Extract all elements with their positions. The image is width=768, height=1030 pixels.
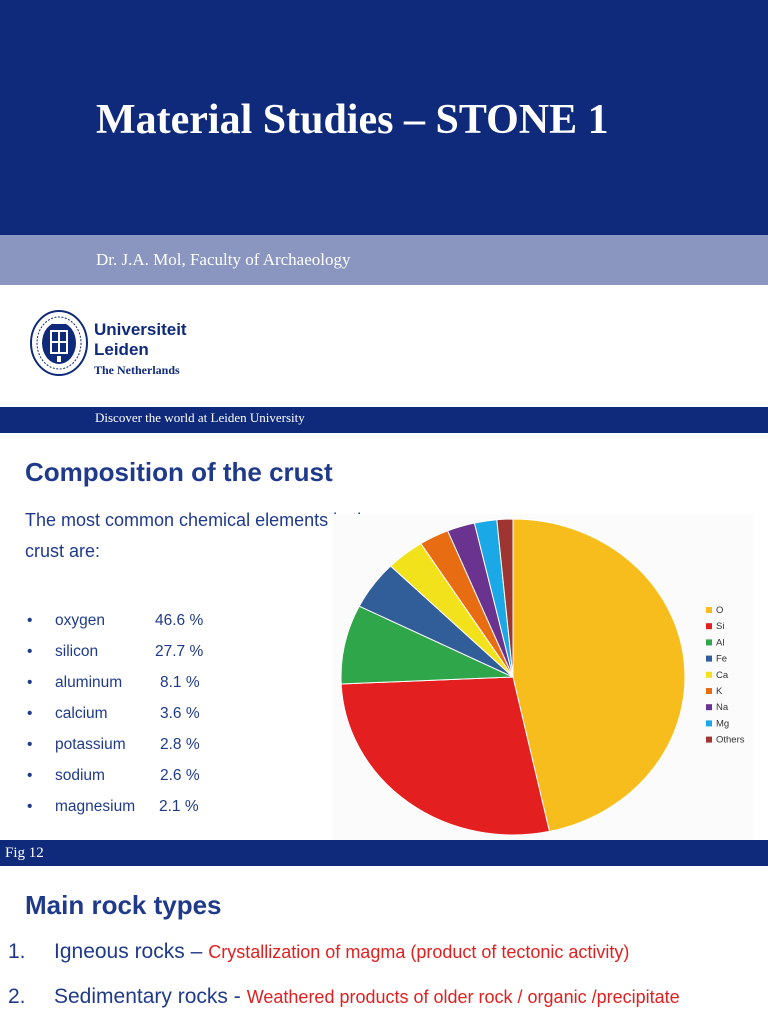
bullet-icon: •	[27, 674, 33, 691]
pie-chart-svg: O Si Al Fe Ca K Na Mg Others	[340, 518, 745, 836]
rock-type-name: Igneous rocks –	[54, 940, 203, 963]
rock-type-line: Igneous rocks – Crystallization of magma …	[54, 940, 629, 964]
figure-band	[0, 840, 768, 866]
rock-type-description: Crystallization of magma (product of tec…	[208, 942, 630, 962]
legend-label-o: O	[716, 605, 723, 616]
legend-swatch-fe	[706, 655, 712, 662]
legend-swatch-mg	[706, 720, 712, 727]
element-name: oxygen	[55, 612, 105, 629]
rock-type-name: Sedimentary rocks -	[54, 985, 241, 1008]
element-percent: 3.6 %	[160, 705, 200, 722]
university-name-line1: Universiteit	[94, 320, 187, 339]
element-name: silicon	[55, 643, 99, 660]
legend-swatch-na	[706, 704, 712, 711]
element-name: aluminum	[55, 674, 123, 691]
pie-slice-others	[496, 518, 514, 678]
slide-title: Material Studies – STONE 1	[96, 97, 609, 143]
element-percent: 27.7 %	[155, 643, 204, 660]
bullet-icon: •	[27, 736, 33, 753]
legend-label-na: Na	[716, 702, 729, 713]
bullet-icon: •	[27, 643, 33, 660]
element-name: potassium	[55, 736, 126, 753]
element-percent: 2.8 %	[160, 736, 200, 753]
legend-label-ca: Ca	[716, 670, 729, 681]
university-seal-icon	[30, 310, 88, 376]
element-percent: 2.1 %	[159, 798, 199, 815]
pie-slice-si	[340, 676, 551, 836]
legend-label-others: Others	[716, 735, 745, 746]
tagline: Discover the world at Leiden University	[95, 410, 305, 425]
element-percent: 46.6 %	[155, 612, 204, 629]
element-name: sodium	[55, 767, 105, 784]
logo-area	[0, 285, 768, 407]
item-number: 1.	[8, 940, 26, 963]
legend-swatch-k	[706, 688, 712, 694]
rock-type-list: 1. Igneous rocks – Crystallization of magm…	[0, 940, 768, 1030]
legend-swatch-ca	[706, 671, 712, 678]
author-band	[0, 235, 768, 285]
tagline-band	[0, 407, 768, 433]
figure-label: Fig 12	[5, 845, 44, 861]
rock-type-line: Sedimentary rocks - Weathered products of…	[54, 985, 680, 1009]
element-name: magnesium	[55, 798, 136, 815]
crust-composition-chart: O Si Al Fe Ca K Na Mg Others	[333, 514, 753, 840]
element-percent: 8.1 %	[160, 674, 200, 691]
list-item: 1. Igneous rocks – Crystallization of magm…	[0, 940, 768, 985]
composition-heading: Composition of the crust	[25, 457, 333, 487]
pie-slice-o	[512, 518, 686, 832]
legend-swatch-al	[706, 639, 712, 646]
university-country: The Netherlands	[94, 363, 180, 377]
legend-label-fe: Fe	[716, 654, 727, 665]
bullet-icon: •	[27, 705, 33, 722]
legend-label-si: Si	[716, 621, 724, 632]
legend-swatch-si	[706, 623, 712, 630]
element-percent: 2.6 %	[160, 767, 200, 784]
title-slide-header	[0, 0, 768, 235]
item-number: 2.	[8, 985, 26, 1008]
composition-intro: The most common chemical elements in the…	[25, 510, 378, 561]
legend-swatch-o	[706, 607, 712, 613]
university-name: Universiteit Leiden	[94, 320, 187, 360]
legend-label-k: K	[716, 686, 723, 697]
rock-types-heading: Main rock types	[25, 890, 222, 920]
pie-slice-al	[340, 605, 514, 685]
bullet-icon: •	[27, 798, 33, 815]
university-name-line2: Leiden	[94, 340, 149, 359]
legend-label-mg: Mg	[716, 718, 729, 729]
bullet-icon: •	[27, 767, 33, 784]
author-line: Dr. J.A. Mol, Faculty of Archaeology	[96, 250, 351, 269]
legend-swatch-others	[706, 736, 712, 743]
legend-label-al: Al	[716, 637, 724, 648]
rock-type-description: Weathered products of older rock / organ…	[246, 987, 680, 1007]
list-item: 2. Sedimentary rocks - Weathered products …	[0, 985, 768, 1030]
bullet-icon: •	[27, 612, 33, 629]
element-name: calcium	[55, 705, 108, 722]
